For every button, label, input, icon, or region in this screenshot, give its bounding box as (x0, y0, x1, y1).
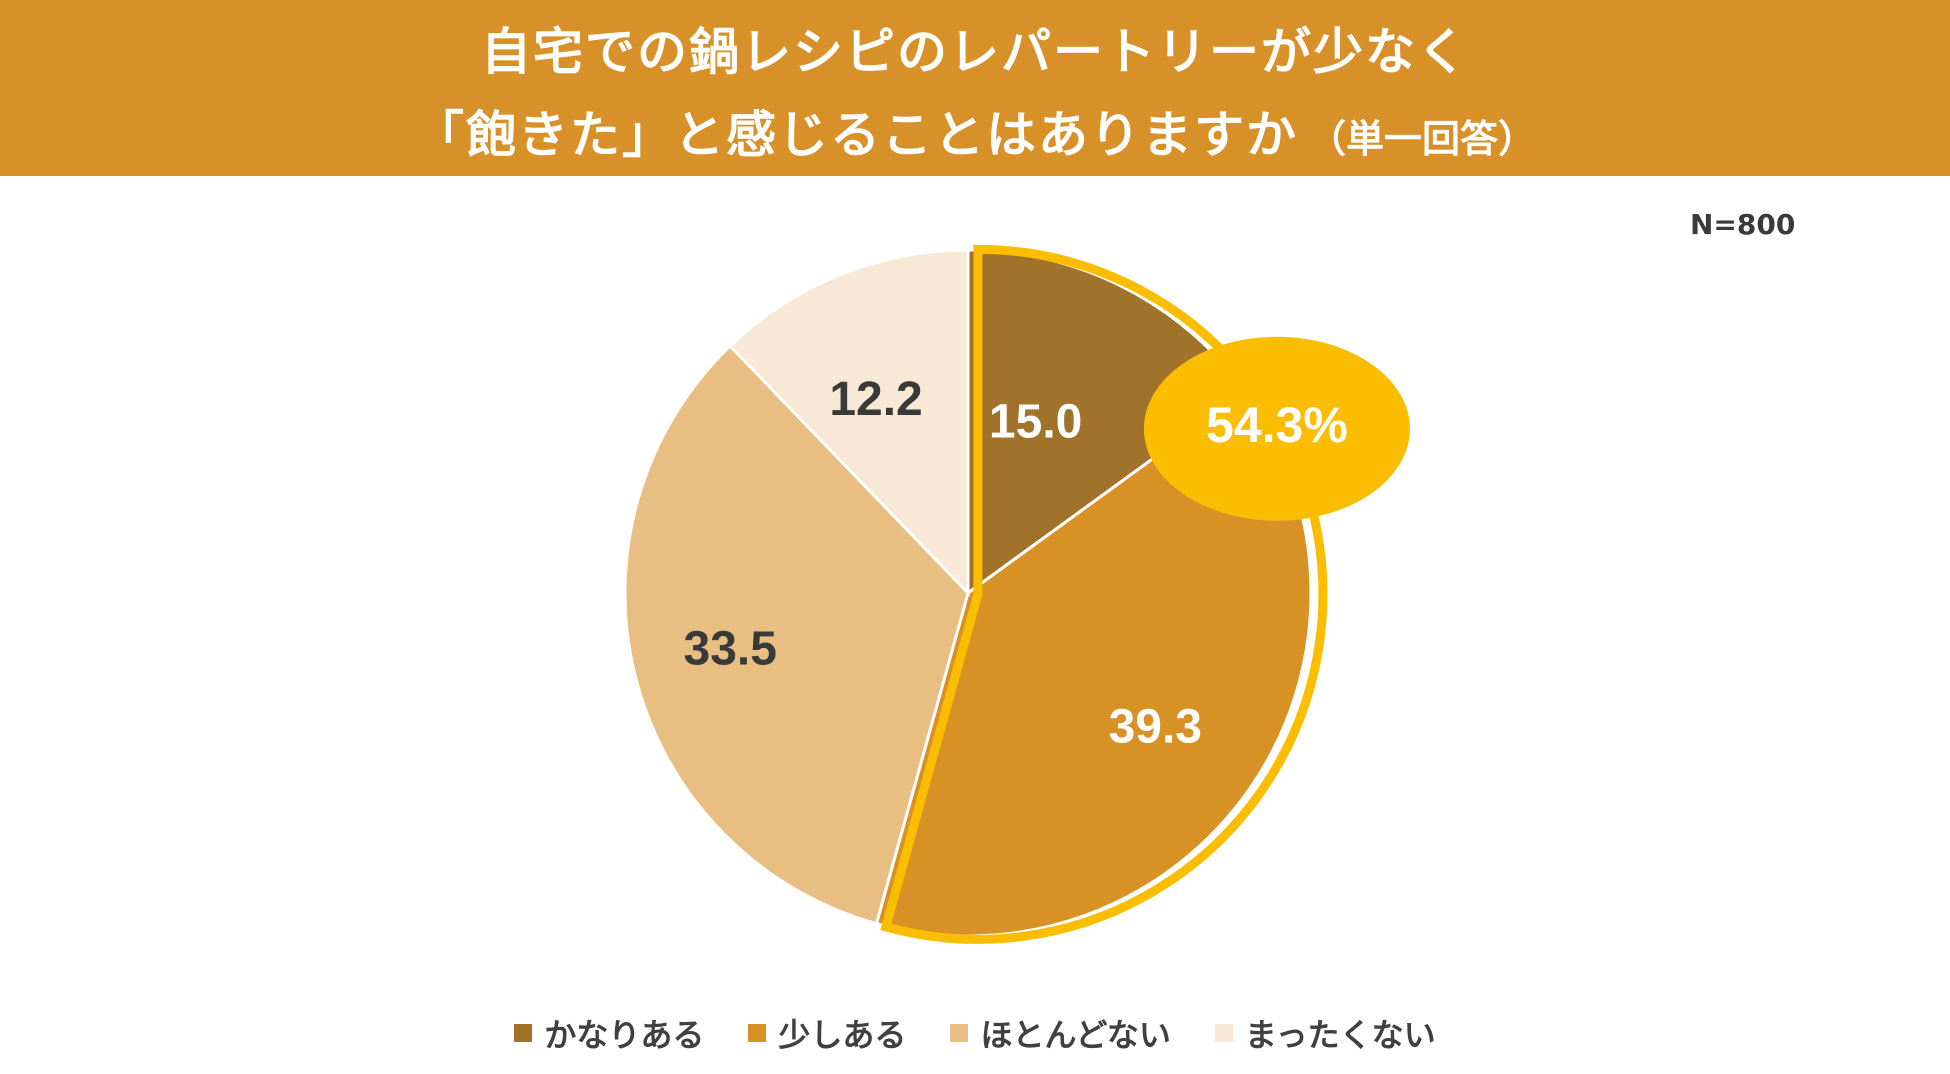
chart-title-line2: 「飽きた」と感じることはありますか （単一回答） (0, 95, 1950, 167)
legend-label-1: かなりある (544, 1016, 705, 1054)
pie-slices (623, 248, 1313, 938)
title-banner: 自宅での鍋レシピのレパートリーが少なく 「飽きた」と感じることはありますか （単一… (0, 0, 1950, 176)
legend-item-1: かなりある (514, 1010, 704, 1056)
slice-4 (727, 248, 970, 597)
legend-item-2: 少しある (748, 1010, 906, 1056)
legend-label-4: まったくない (1244, 1016, 1436, 1054)
chart-title-main: 「飽きた」と感じることはありますか (413, 106, 1298, 164)
chart-title-line1: 自宅での鍋レシピのレパートリーが少なく (481, 23, 1469, 81)
legend-item-4: まったくない (1214, 1010, 1436, 1056)
highlight-outline (880, 244, 1328, 944)
slice-value-label-2: 39.3 (1109, 700, 1202, 753)
legend-item-3: ほとんどない (950, 1010, 1171, 1056)
sample-size-label: N=800 (1690, 208, 1796, 241)
slice-3 (623, 343, 970, 926)
chart-title-answer-type: （単一回答） (1307, 117, 1536, 161)
highlight-outline-group (880, 244, 1328, 944)
slice-value-label-1: 15.0 (989, 396, 1082, 449)
chart-legend: かなりある 少しある ほとんどない まったくない (0, 1010, 1950, 1056)
legend-swatch-1 (514, 1024, 533, 1042)
legend-swatch-2 (748, 1024, 767, 1042)
slice-value-labels: 15.0 39.3 33.5 12.2 (684, 373, 1202, 754)
legend-label-2: 少しある (778, 1016, 907, 1054)
highlight-callout-label: 54.3% (1206, 397, 1348, 453)
slice-value-label-3: 33.5 (684, 623, 777, 676)
legend-swatch-3 (950, 1024, 969, 1042)
highlight-callout-bubble (1143, 336, 1410, 521)
highlight-callout-group: 54.3% (1143, 336, 1410, 521)
legend-label-3: ほとんどない (980, 1016, 1171, 1054)
slice-value-label-4: 12.2 (829, 373, 922, 426)
legend-swatch-4 (1214, 1024, 1233, 1042)
